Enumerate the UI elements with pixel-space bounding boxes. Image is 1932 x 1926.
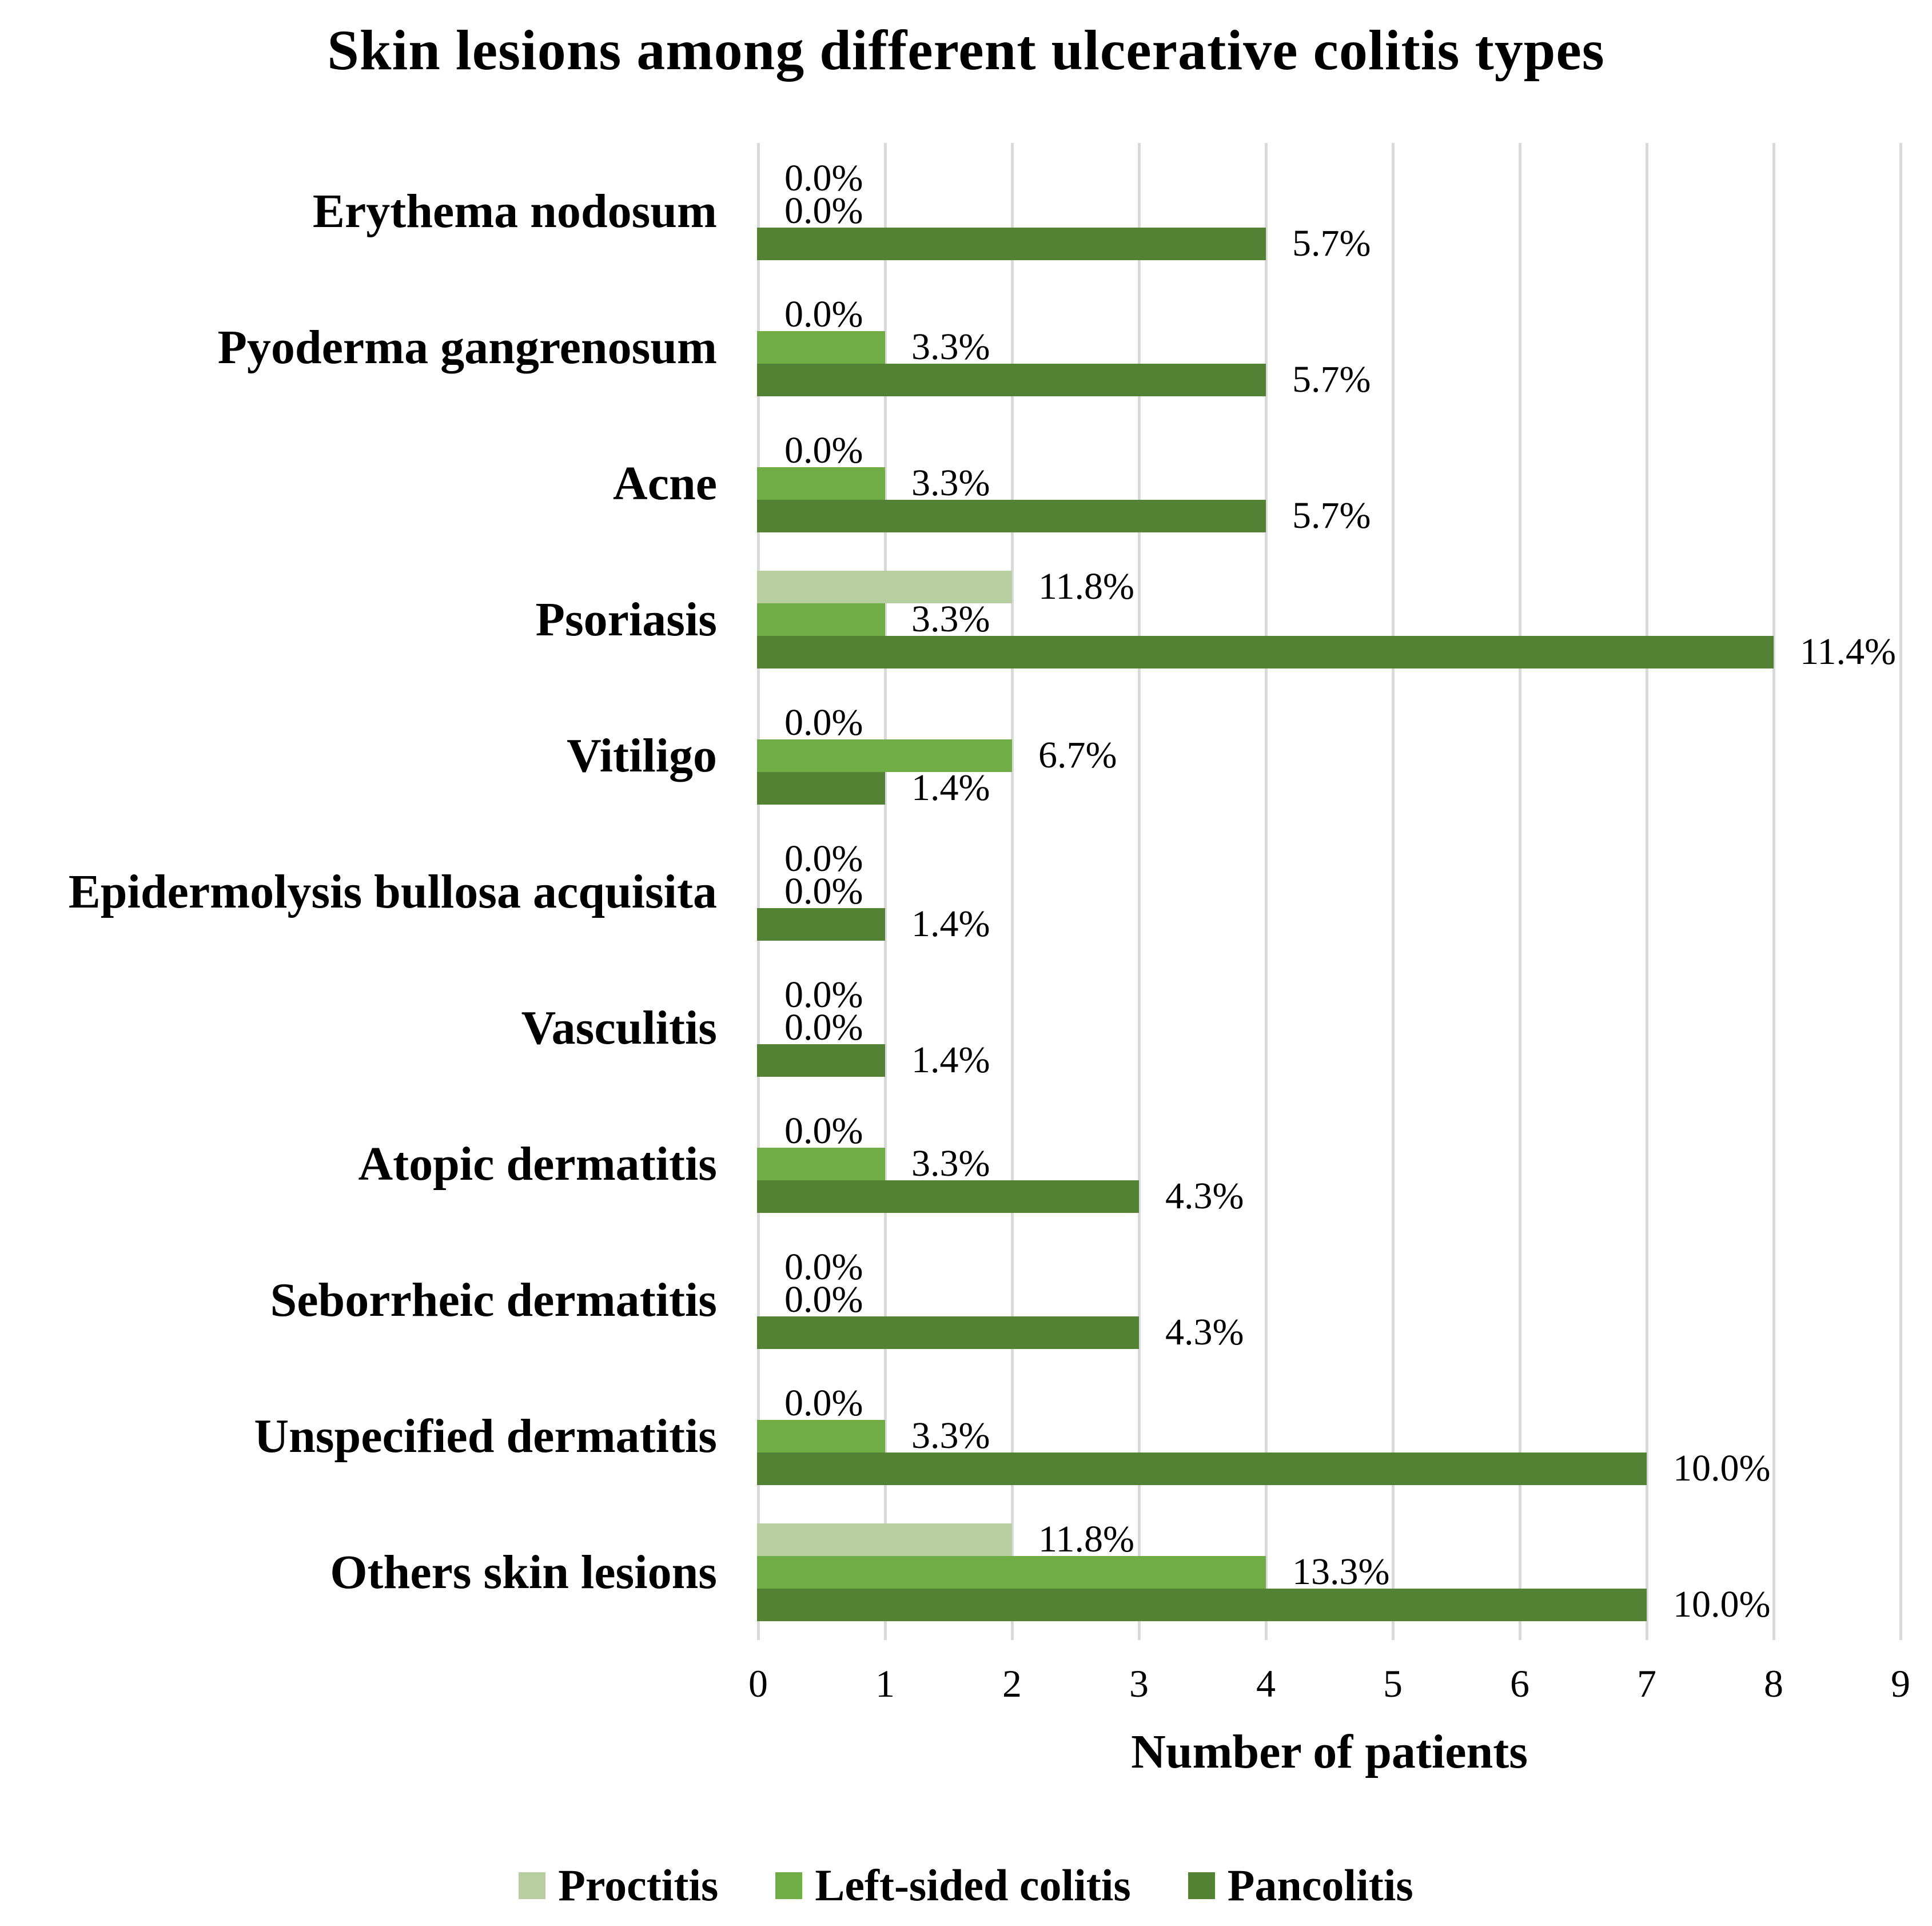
gridline-x-6: [1519, 143, 1521, 1640]
x-tick-4: 4: [1256, 1662, 1276, 1705]
value-label-proctitis-atopic-dermatitis: 0.0%: [784, 1110, 863, 1152]
x-tick-5: 5: [1383, 1662, 1403, 1705]
bar-left-sided-colitis-unspecified-dermatitis: [757, 1419, 885, 1453]
category-label-psoriasis: Psoriasis: [535, 592, 717, 646]
x-tick-6: 6: [1510, 1662, 1529, 1705]
value-label-proctitis-erythema-nodosum: 0.0%: [784, 157, 863, 199]
x-tick-3: 3: [1129, 1662, 1149, 1705]
bar-pancolitis-vitiligo: [757, 771, 885, 805]
bar-pancolitis-epidermolysis-bullosa-acquisita: [757, 908, 885, 941]
bar-pancolitis-pyoderma-gangrenosum: [757, 363, 1266, 396]
value-label-left-sided-colitis-pyoderma-gangrenosum: 3.3%: [911, 326, 990, 368]
legend-label-left-sided-colitis: Left-sided colitis: [815, 1860, 1131, 1910]
bar-left-sided-colitis-psoriasis: [757, 603, 885, 636]
value-label-pancolitis-psoriasis: 11.4%: [1800, 631, 1897, 672]
gridline-x-7: [1646, 143, 1648, 1640]
x-tick-2: 2: [1002, 1662, 1022, 1705]
bar-left-sided-colitis-pyoderma-gangrenosum: [757, 331, 885, 364]
bar-proctitis-psoriasis: [757, 570, 1012, 603]
gridline-x-3: [1138, 143, 1141, 1640]
value-label-pancolitis-others-skin-lesions: 10.0%: [1673, 1583, 1771, 1625]
category-label-vasculitis: Vasculitis: [521, 1001, 717, 1054]
bar-pancolitis-atopic-dermatitis: [757, 1180, 1139, 1213]
x-tick-9: 9: [1891, 1662, 1910, 1705]
x-tick-7: 7: [1637, 1662, 1656, 1705]
value-label-proctitis-psoriasis: 11.8%: [1038, 566, 1135, 607]
value-label-pancolitis-vasculitis: 1.4%: [911, 1039, 990, 1081]
category-label-epidermolysis-bullosa-acquisita: Epidermolysis bullosa acquisita: [68, 865, 717, 918]
value-label-pancolitis-acne: 5.7%: [1292, 495, 1371, 536]
legend-item-pancolitis: Pancolitis: [1188, 1860, 1413, 1911]
value-label-left-sided-colitis-erythema-nodosum: 0.0%: [784, 190, 863, 232]
bar-pancolitis-erythema-nodosum: [757, 227, 1266, 260]
category-label-pyoderma-gangrenosum: Pyoderma gangrenosum: [217, 320, 717, 374]
x-tick-8: 8: [1764, 1662, 1783, 1705]
value-label-pancolitis-unspecified-dermatitis: 10.0%: [1673, 1447, 1771, 1489]
bar-proctitis-others-skin-lesions: [757, 1523, 1012, 1556]
legend-swatch-pancolitis: [1188, 1872, 1215, 1899]
value-label-proctitis-vitiligo: 0.0%: [784, 702, 863, 743]
value-label-left-sided-colitis-vitiligo: 6.7%: [1038, 734, 1117, 776]
bar-left-sided-colitis-acne: [757, 467, 885, 500]
x-tick-0: 0: [748, 1662, 768, 1705]
value-label-proctitis-others-skin-lesions: 11.8%: [1038, 1518, 1135, 1560]
category-label-atopic-dermatitis: Atopic dermatitis: [358, 1137, 717, 1191]
bar-pancolitis-acne: [757, 499, 1266, 532]
gridline-x-2: [1011, 143, 1014, 1640]
legend-label-proctitis: Proctitis: [558, 1860, 719, 1910]
value-label-pancolitis-epidermolysis-bullosa-acquisita: 1.4%: [911, 903, 990, 945]
legend: Proctitis Left-sided colitis Pancolitis: [0, 1860, 1932, 1911]
value-label-pancolitis-erythema-nodosum: 5.7%: [1292, 222, 1371, 264]
value-label-proctitis-vasculitis: 0.0%: [784, 974, 863, 1016]
value-label-left-sided-colitis-others-skin-lesions: 13.3%: [1292, 1551, 1390, 1593]
value-label-left-sided-colitis-atopic-dermatitis: 3.3%: [911, 1143, 990, 1184]
bar-pancolitis-vasculitis: [757, 1044, 885, 1077]
value-label-pancolitis-vitiligo: 1.4%: [911, 767, 990, 809]
gridline-x-5: [1392, 143, 1395, 1640]
value-label-left-sided-colitis-unspecified-dermatitis: 3.3%: [911, 1415, 990, 1457]
value-label-pancolitis-seborrheic-dermatitis: 4.3%: [1165, 1311, 1244, 1353]
category-label-unspecified-dermatitis: Unspecified dermatitis: [254, 1409, 717, 1463]
value-label-proctitis-epidermolysis-bullosa-acquisita: 0.0%: [784, 838, 863, 880]
legend-item-proctitis: Proctitis: [519, 1860, 718, 1911]
value-label-left-sided-colitis-acne: 3.3%: [911, 462, 990, 504]
category-label-acne: Acne: [613, 456, 717, 510]
bar-pancolitis-unspecified-dermatitis: [757, 1452, 1647, 1485]
legend-label-pancolitis: Pancolitis: [1227, 1860, 1413, 1910]
bar-pancolitis-psoriasis: [757, 635, 1774, 668]
legend-swatch-proctitis: [519, 1872, 546, 1899]
x-tick-1: 1: [875, 1662, 895, 1705]
bar-pancolitis-seborrheic-dermatitis: [757, 1316, 1139, 1349]
category-label-vitiligo: Vitiligo: [567, 729, 717, 782]
category-label-others-skin-lesions: Others skin lesions: [330, 1545, 717, 1599]
gridline-x-1: [884, 143, 887, 1640]
bar-left-sided-colitis-others-skin-lesions: [757, 1555, 1266, 1589]
legend-item-left-sided-colitis: Left-sided colitis: [775, 1860, 1131, 1911]
chart-title: Skin lesions among different ulcerative …: [327, 18, 1605, 82]
gridline-x-0: [757, 143, 760, 1640]
bar-pancolitis-others-skin-lesions: [757, 1588, 1647, 1621]
value-label-pancolitis-pyoderma-gangrenosum: 5.7%: [1292, 359, 1371, 400]
gridline-x-8: [1772, 143, 1775, 1640]
legend-swatch-left-sided-colitis: [775, 1872, 803, 1899]
bar-left-sided-colitis-vitiligo: [757, 739, 1012, 772]
value-label-proctitis-acne: 0.0%: [784, 429, 863, 471]
value-label-left-sided-colitis-vasculitis: 0.0%: [784, 1006, 863, 1048]
category-label-seborrheic-dermatitis: Seborrheic dermatitis: [270, 1273, 717, 1327]
value-label-proctitis-seborrheic-dermatitis: 0.0%: [784, 1246, 863, 1288]
value-label-left-sided-colitis-seborrheic-dermatitis: 0.0%: [784, 1279, 863, 1320]
gridline-x-4: [1265, 143, 1268, 1640]
value-label-proctitis-unspecified-dermatitis: 0.0%: [784, 1382, 863, 1424]
value-label-left-sided-colitis-epidermolysis-bullosa-acquisita: 0.0%: [784, 870, 863, 912]
gridline-x-9: [1899, 143, 1902, 1640]
x-axis-title: Number of patients: [1131, 1725, 1528, 1778]
value-label-pancolitis-atopic-dermatitis: 4.3%: [1165, 1175, 1244, 1217]
value-label-left-sided-colitis-psoriasis: 3.3%: [911, 598, 990, 640]
bar-left-sided-colitis-atopic-dermatitis: [757, 1147, 885, 1180]
category-label-erythema-nodosum: Erythema nodosum: [312, 184, 717, 238]
value-label-proctitis-pyoderma-gangrenosum: 0.0%: [784, 293, 863, 335]
